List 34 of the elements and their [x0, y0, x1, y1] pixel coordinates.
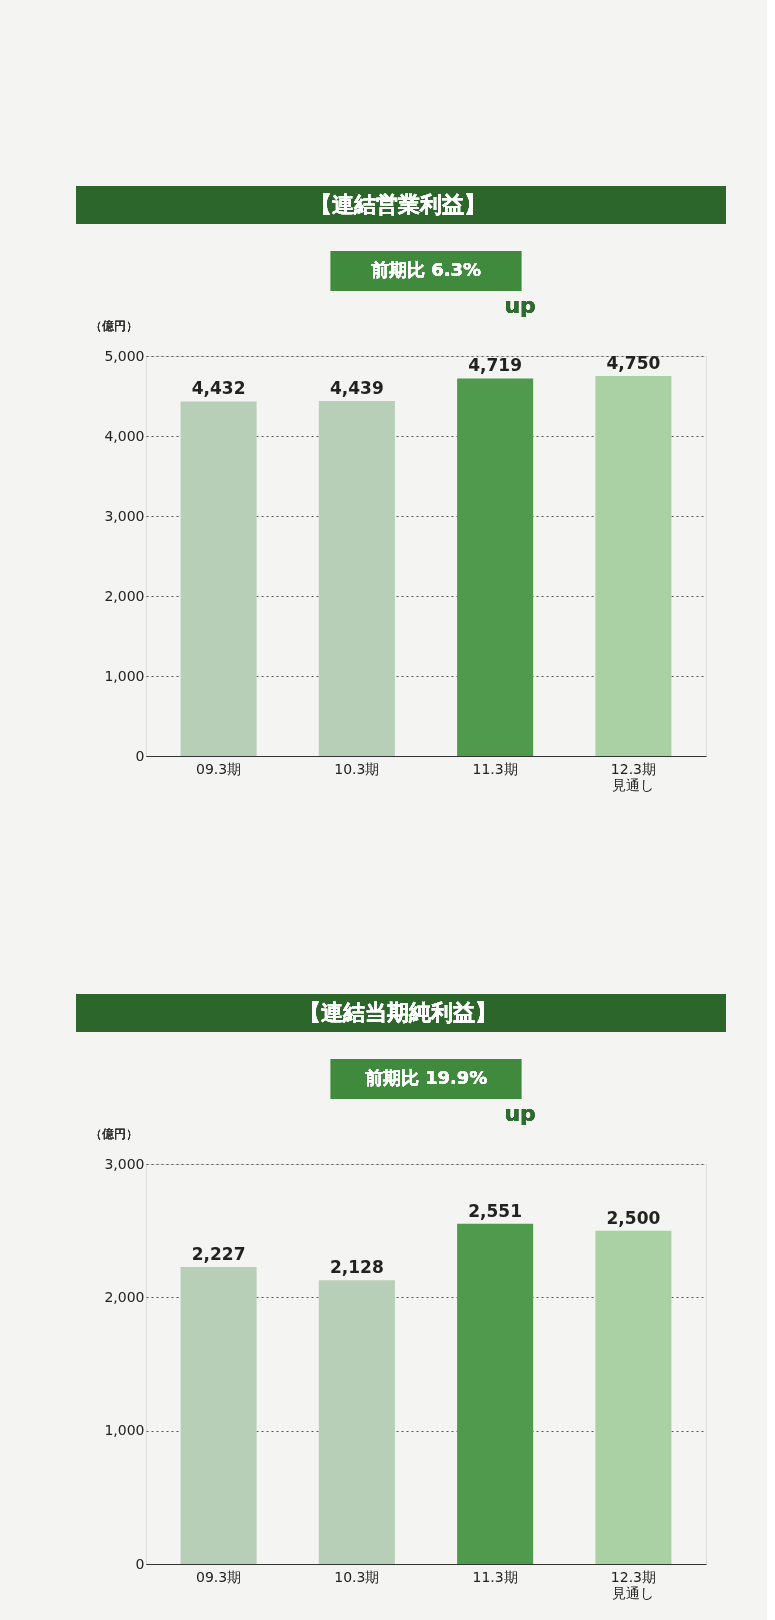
data-label: 2,551: [468, 1200, 523, 1221]
x-tick-label: 09.3期: [196, 760, 242, 777]
data-label: 4,439: [329, 377, 384, 398]
y-tick-label: 3,000: [104, 1155, 145, 1172]
text: 前期比 19.9%: [363, 1067, 488, 1088]
x-tick-label: 11.3期: [472, 760, 518, 777]
data-label: 2,227: [191, 1244, 246, 1265]
y-tick-label: 0: [135, 1555, 145, 1572]
x-tick-label: 11.3期: [472, 1568, 518, 1585]
x-tick-label: 10.3期: [334, 1568, 380, 1585]
x-tick-label: 10.3期: [334, 760, 380, 777]
y-tick-label: 5,000: [104, 347, 145, 364]
y-axis-title: （億円）: [90, 319, 138, 333]
y-tick-label: 0: [135, 747, 145, 764]
x-tick-label: 09.3期: [196, 1568, 242, 1585]
data-label: 2,128: [329, 1257, 384, 1278]
data-label: 4,432: [191, 378, 246, 399]
y-tick-label: 4,000: [104, 427, 145, 444]
y-tick-label: 1,000: [104, 667, 145, 684]
x-tick-label: 12.3期見通し: [610, 760, 656, 793]
y-tick-label: 2,000: [104, 587, 145, 604]
text: 前期比 6.3%: [369, 259, 482, 280]
y-tick-label: 2,000: [104, 1288, 145, 1305]
y-axis-title: （億円）: [90, 1127, 138, 1141]
data-label: 4,719: [468, 355, 523, 376]
y-tick-label: 1,000: [104, 1422, 145, 1439]
chart-title: 【連結当期純利益】: [299, 1000, 497, 1025]
y-tick-label: 3,000: [104, 507, 145, 524]
text: up: [504, 293, 536, 318]
chart-title: 【連結営業利益】: [310, 192, 486, 217]
data-label: 4,750: [606, 353, 661, 373]
x-tick-label: 12.3期見通し: [610, 1568, 656, 1601]
data-label: 2,500: [606, 1207, 661, 1228]
text: up: [504, 1101, 536, 1126]
